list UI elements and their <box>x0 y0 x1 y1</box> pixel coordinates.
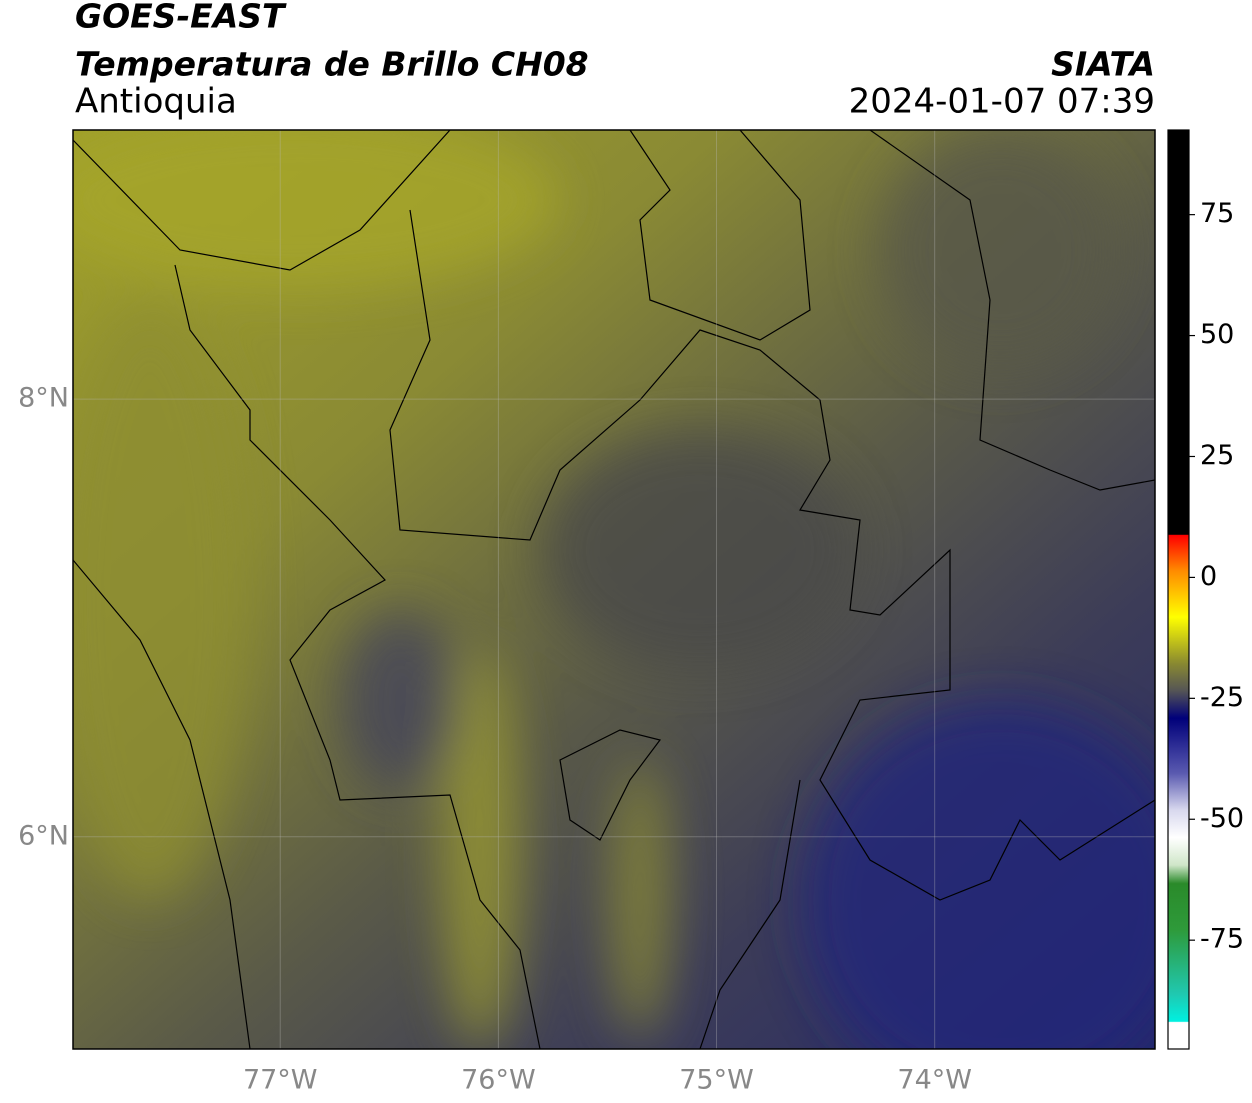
region: Antioquia <box>75 82 237 122</box>
y-tick-label: 8°N <box>18 383 69 414</box>
map-image <box>73 130 1155 1049</box>
boundaries <box>73 130 1155 1049</box>
x-tick-label: 75°W <box>679 1065 754 1096</box>
x-tick-label: 74°W <box>897 1065 972 1096</box>
colorbar-tick-label: -75 <box>1200 924 1244 955</box>
datetime: 2024-01-07 07:39 <box>849 82 1155 122</box>
colorbar-tick-label: 50 <box>1200 319 1234 350</box>
colorbar <box>1167 129 1190 1050</box>
colorbar-tick-label: 75 <box>1200 198 1234 229</box>
colorbar-tick-label: -25 <box>1200 682 1244 713</box>
grid <box>73 130 1155 1049</box>
colorbar-tick-label: -50 <box>1200 803 1244 834</box>
map-frame <box>72 129 1156 1050</box>
y-tick-label: 6°N <box>18 820 69 851</box>
x-tick-label: 77°W <box>243 1065 318 1096</box>
x-tick-label: 76°W <box>461 1065 536 1096</box>
colorbar-tick-label: 25 <box>1200 440 1234 471</box>
source: SIATA <box>1051 45 1155 84</box>
colorbar-tick-label: 0 <box>1200 561 1217 592</box>
title: GOES-EAST <box>75 0 287 36</box>
subtitle: Temperatura de Brillo CH08 <box>75 45 589 84</box>
